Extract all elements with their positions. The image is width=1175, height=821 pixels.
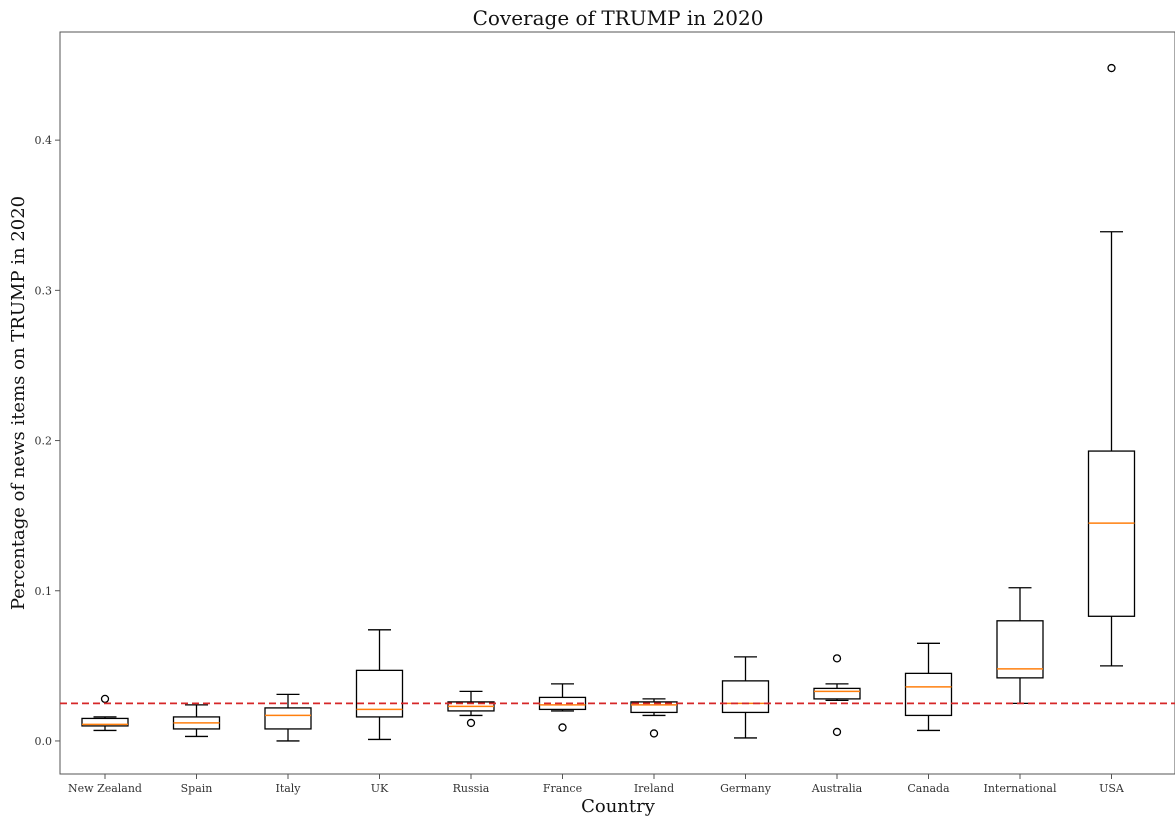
boxes-group	[81, 63, 1136, 742]
box-iqr	[721, 680, 770, 714]
x-tick-label: Russia	[453, 782, 490, 795]
box-iqr	[813, 687, 861, 700]
box-australia	[813, 654, 861, 737]
x-tick-label: UK	[371, 782, 389, 795]
box-new-zealand	[81, 694, 129, 732]
box-germany	[721, 656, 770, 739]
outlier-point	[558, 723, 567, 732]
plot-area-frame	[59, 31, 1175, 775]
box-iqr	[1087, 450, 1136, 617]
x-tick-label: New Zealand	[68, 782, 142, 795]
y-axis-label: Percentage of news items on TRUMP in 202…	[8, 196, 29, 610]
outlier-point	[649, 729, 659, 738]
y-tick-label: 0.4	[35, 134, 53, 147]
y-tick-label: 0.0	[35, 735, 53, 748]
chart-title: Coverage of TRUMP in 2020	[473, 6, 764, 30]
box-iqr	[904, 672, 953, 717]
x-tick-label: International	[984, 782, 1057, 795]
box-international	[996, 587, 1044, 705]
y-tick-label: 0.3	[35, 284, 53, 297]
box-usa	[1087, 63, 1136, 667]
box-iqr	[630, 701, 678, 714]
outlier-point	[466, 718, 476, 728]
outlier-point	[100, 694, 110, 704]
box-uk	[355, 629, 404, 741]
box-italy	[264, 693, 312, 742]
box-russia	[447, 690, 495, 728]
box-iqr	[264, 707, 312, 730]
outlier-point	[1107, 63, 1116, 73]
x-tick-label: Ireland	[634, 782, 674, 795]
x-axis: New Zealand Spain Italy UK Russia France Irela…	[68, 774, 1125, 795]
x-tick-label: Italy	[275, 782, 301, 795]
box-iqr	[81, 717, 129, 727]
box-spain	[172, 704, 221, 738]
box-canada	[904, 642, 953, 732]
outlier-point	[832, 727, 842, 737]
box-france	[538, 683, 587, 732]
box-iqr	[996, 620, 1044, 679]
x-axis-label: Country	[581, 796, 656, 817]
x-tick-label: Australia	[811, 782, 863, 795]
y-tick-label: 0.1	[35, 585, 53, 598]
outlier-point	[832, 654, 842, 663]
x-tick-label: Germany	[720, 782, 772, 795]
x-tick-label: USA	[1099, 782, 1125, 795]
x-tick-label: Canada	[907, 782, 950, 795]
y-tick-label: 0.2	[35, 435, 53, 448]
y-axis: 0.0 0.1 0.2 0.3 0.4	[35, 134, 60, 748]
x-tick-label: France	[543, 782, 582, 795]
box-iqr	[355, 669, 404, 718]
box-ireland	[630, 698, 678, 738]
x-tick-label: Spain	[181, 782, 213, 795]
